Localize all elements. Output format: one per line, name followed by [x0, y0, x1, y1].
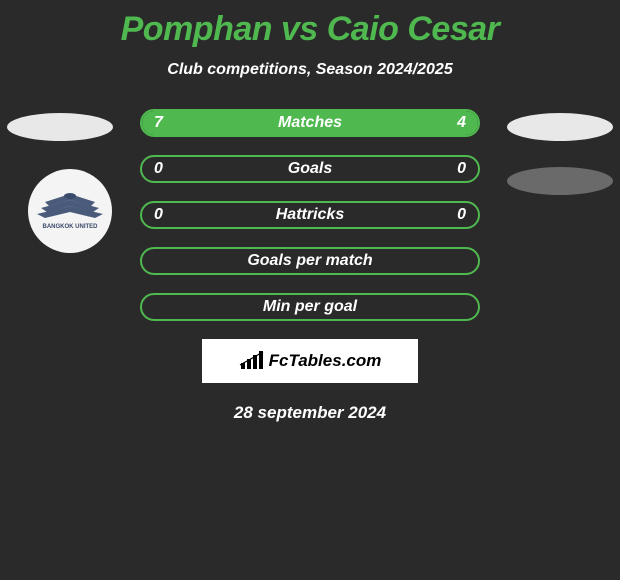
date-label: 28 september 2024 [0, 403, 620, 423]
stat-row-hattricks: 0 Hattricks 0 [140, 201, 480, 229]
page-title: Pomphan vs Caio Cesar [0, 0, 620, 49]
stat-value-right: 0 [457, 160, 466, 178]
stat-value-left: 0 [154, 160, 163, 178]
stats-bars: 7 Matches 4 0 Goals 0 0 Hattricks 0 Goal… [140, 109, 480, 321]
stat-fill-left [142, 111, 344, 135]
stat-label: Hattricks [142, 206, 478, 224]
brand-text: FcTables.com [269, 351, 382, 371]
club-left-badge: BANGKOK UNITED [28, 169, 112, 253]
player-right-silhouette [507, 113, 613, 141]
bar-chart-icon [239, 351, 265, 371]
stat-value-left: 0 [154, 206, 163, 224]
stat-label: Goals [142, 160, 478, 178]
bangkok-united-logo: BANGKOK UNITED [35, 188, 105, 234]
stat-row-goals-per-match: Goals per match [140, 247, 480, 275]
club-right-silhouette [507, 167, 613, 195]
subtitle: Club competitions, Season 2024/2025 [0, 61, 620, 79]
stat-value-left: 7 [154, 114, 163, 132]
stat-label: Min per goal [142, 298, 478, 316]
brand-attribution: FcTables.com [202, 339, 418, 383]
player-left-silhouette [7, 113, 113, 141]
stat-row-min-per-goal: Min per goal [140, 293, 480, 321]
comparison-panel: BANGKOK UNITED 7 Matches 4 0 Goals 0 0 H… [0, 109, 620, 423]
stat-row-matches: 7 Matches 4 [140, 109, 480, 137]
brand-inner: FcTables.com [204, 341, 416, 381]
stat-label: Goals per match [142, 252, 478, 270]
stat-value-right: 4 [457, 114, 466, 132]
svg-text:BANGKOK UNITED: BANGKOK UNITED [43, 224, 99, 230]
stat-value-right: 0 [457, 206, 466, 224]
stat-row-goals: 0 Goals 0 [140, 155, 480, 183]
